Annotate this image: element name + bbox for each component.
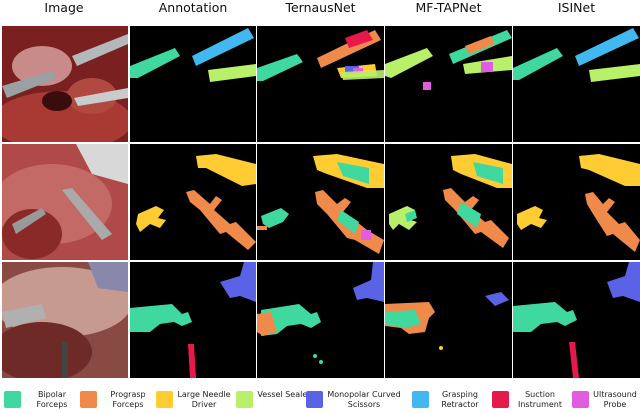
legend-label: Grasping Retractor [441,390,479,409]
isinet-mask-row-2 [513,144,640,260]
column-header-annotation: Annotation [158,0,228,15]
legend-swatch [4,391,21,408]
legend-label: Bipolar Forceps [36,390,68,409]
column-header-image: Image [44,0,84,15]
legend-swatch [156,391,173,408]
annotation-mask-row-1 [130,26,256,142]
column-header-ternausnet: TernausNet [285,0,356,15]
isinet-mask-row-1 [513,26,640,142]
legend-label: Suction Instrument [517,390,562,409]
legend-swatch [236,391,253,408]
mf-tapnet-mask-row-3 [385,262,512,378]
legend-swatch [492,391,509,408]
legend-swatch [306,391,323,408]
legend-swatch [80,391,97,408]
legend-label: Ultrasound Probe [593,390,637,409]
legend-swatch [412,391,429,408]
legend-swatch [572,391,589,408]
surgical-image-row-3 [2,262,128,378]
mf-tapnet-mask-row-1 [385,26,512,142]
column-header-mf-tapnet: MF-TAPNet [415,0,482,15]
legend-item-grasping-retractor: Grasping Retractor [412,388,488,414]
legend-item-monopolar-curved-scissors: Monopolar Curved Scissors [306,388,406,414]
isinet-mask-row-3 [513,262,640,378]
legend-item-prograsp-forceps: Prograsp Forceps [80,388,156,414]
legend-label: Monopolar Curved Scissors [327,390,401,409]
mf-tapnet-mask-row-2 [385,144,512,260]
legend-item-ultrasound-probe: Ultrasound Probe [572,388,640,414]
annotation-mask-row-2 [130,144,256,260]
annotation-mask-row-3 [130,262,256,378]
ternausnet-mask-row-2 [257,144,384,260]
legend-item-suction-instrument: Suction Instrument [492,388,568,414]
legend-item-large-needle-driver: Large Needle Driver [156,388,232,414]
column-header-isinet: ISINet [557,0,596,15]
surgical-image-row-1 [2,26,128,142]
legend-label: Prograsp Forceps [110,390,146,409]
ternausnet-mask-row-1 [257,26,384,142]
ternausnet-mask-row-3 [257,262,384,378]
legend-item-bipolar-forceps: Bipolar Forceps [4,388,80,414]
surgical-image-row-2 [2,144,128,260]
legend-label: Vessel Sealer [257,390,311,399]
legend-label: Large Needle Driver [177,390,231,409]
legend-item-vessel-sealer: Vessel Sealer [236,388,312,414]
